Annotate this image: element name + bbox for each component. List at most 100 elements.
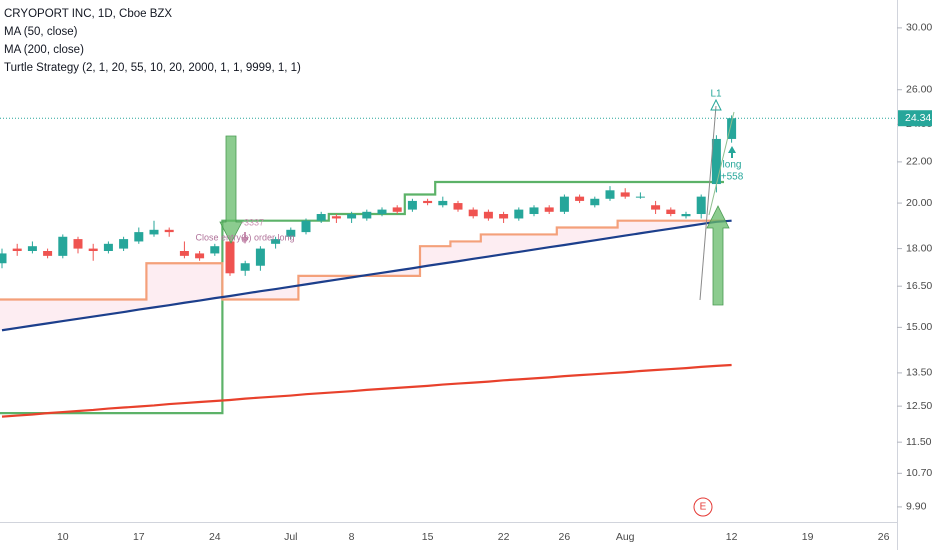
y-tick-label: 15.00: [906, 321, 932, 333]
x-tick-label: 26: [559, 531, 571, 543]
candle-body: [377, 209, 387, 215]
signal-line: [699, 105, 717, 301]
candle-body: [58, 236, 68, 256]
y-tick-label: 22.00: [906, 156, 932, 168]
x-tick-label: 17: [133, 531, 145, 543]
y-tick-label: 20.00: [906, 197, 932, 209]
candle-body: [195, 253, 205, 259]
annotation: +558: [721, 172, 744, 183]
l1-marker: [710, 98, 722, 111]
candle-body: [544, 207, 554, 212]
candle-body: [711, 138, 721, 185]
candle-body: [164, 229, 174, 233]
candle-body: [559, 196, 569, 212]
axes: 9.90 10.70 11.50 12.50 13.50 15.00 16.50 18.00 2…: [57, 22, 932, 543]
y-tick-label: 9.90: [906, 501, 927, 513]
y-tick-label: 26.00: [906, 83, 932, 95]
legend-entry: MA (50, close): [4, 26, 78, 38]
candle-body: [103, 243, 113, 252]
long-marker: [728, 146, 736, 158]
candle-body: [666, 209, 676, 215]
candle-body: [651, 205, 661, 210]
candle-body: [134, 232, 144, 242]
candle-body: [0, 253, 7, 264]
candle-body: [12, 248, 22, 252]
x-tick-label: 15: [422, 531, 434, 543]
candle-body: [590, 198, 600, 206]
candle-body: [210, 246, 220, 254]
candle-body: [43, 251, 53, 256]
candle-body: [438, 200, 448, 206]
entry-arrow-short: [219, 135, 243, 244]
y-tick-label: 11.50: [906, 436, 932, 448]
candle-body: [499, 214, 509, 219]
candle-body: [286, 229, 296, 237]
annotation: -3337: [241, 217, 264, 227]
candle-body: [407, 200, 417, 210]
candle-body: [27, 246, 37, 252]
candle-body: [605, 190, 615, 199]
y-tick-label: 18.00: [906, 242, 932, 254]
candle-body: [271, 239, 281, 244]
x-tick-label: Aug: [616, 531, 635, 543]
candle-body: [255, 248, 265, 266]
upper-channel: [0, 180, 724, 415]
x-tick-label: Jul: [284, 531, 297, 543]
last-price-box: [898, 110, 932, 127]
last-price-label: 24.34: [905, 112, 931, 124]
candle-body: [483, 211, 493, 219]
candle-body: [696, 196, 706, 215]
candle-body: [301, 220, 311, 233]
candle-body: [149, 229, 159, 235]
candle-body: [681, 214, 691, 217]
plot-area: [0, 115, 897, 418]
candle-body: [347, 214, 357, 219]
chart-title: CRYOPORT INC, 1D, Cboe BZX: [4, 8, 172, 20]
annotation: Close entry(s) order long: [195, 232, 294, 242]
candle-body: [73, 239, 83, 249]
y-tick-label: 30.00: [906, 22, 932, 34]
annotation: long: [723, 160, 742, 171]
annotation: L1: [710, 89, 722, 100]
x-tick-label: 8: [349, 531, 355, 543]
candle-body: [240, 263, 250, 271]
y-tick-label: 10.70: [906, 467, 932, 479]
annotation: E: [700, 502, 707, 513]
y-tick-label: 16.50: [906, 280, 932, 292]
signal-line: [708, 111, 735, 216]
x-tick-label: 19: [802, 531, 814, 543]
candle-body: [179, 251, 189, 256]
close-marker: [241, 232, 249, 244]
candle-body: [620, 192, 630, 197]
y-tick-label: 12.50: [906, 400, 932, 412]
candle-body: [119, 239, 129, 249]
x-tick-label: 24: [209, 531, 221, 543]
candle-body: [423, 200, 433, 204]
candle-body: [362, 211, 372, 219]
candle-body: [392, 207, 402, 212]
candle-body: [635, 196, 645, 198]
candle-body: [88, 248, 98, 252]
event-marker: [693, 497, 713, 517]
entry-arrow-long: [706, 205, 730, 306]
x-tick-label: 12: [726, 531, 738, 543]
candle-body: [468, 209, 478, 217]
candle-body: [514, 209, 524, 219]
candle-body: [575, 196, 585, 201]
ma-line: [1, 219, 732, 332]
y-tick-label: 13.50: [906, 367, 932, 379]
candle-body: [225, 241, 235, 274]
candle-body: [331, 216, 341, 219]
x-tick-label: 22: [498, 531, 510, 543]
candle-body: [727, 118, 737, 139]
lower-channel: [0, 219, 724, 301]
overlay: CRYOPORT INC, 1D, Cboe BZX MA (50, close…: [4, 8, 744, 517]
candle-body: [529, 207, 539, 215]
candle-body: [453, 203, 463, 210]
legend-entry: Turtle Strategy (2, 1, 20, 55, 10, 20, 2…: [4, 62, 301, 74]
legend-entry: MA (200, close): [4, 44, 84, 56]
ma-line: [1, 363, 732, 418]
x-tick-label: 10: [57, 531, 69, 543]
